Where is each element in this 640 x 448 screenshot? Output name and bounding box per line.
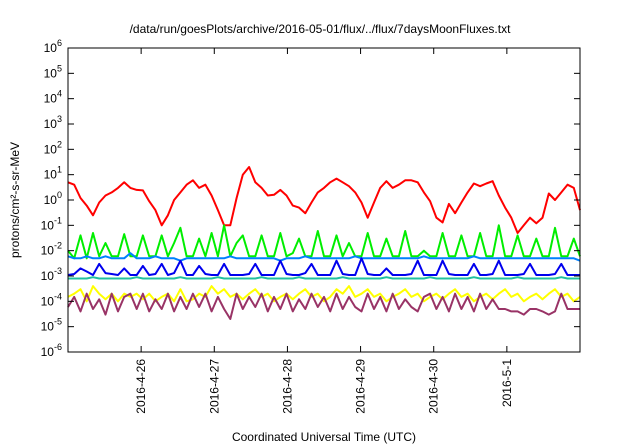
y-tick-label: 100 <box>44 190 62 207</box>
chart-title: /data/run/goesPlots/archive/2016-05-01/f… <box>129 22 511 36</box>
series-line-6 <box>67 292 580 320</box>
y-tick-label: 105 <box>44 63 62 80</box>
series-line-2 <box>67 252 581 262</box>
series-line-4 <box>68 276 580 280</box>
x-axis: 2016-4-26 2016-4-27 2016-4-28 2016-4-29 2016… <box>134 48 514 414</box>
series-line-5 <box>67 285 581 303</box>
series-line-1 <box>67 224 581 260</box>
y-tick-label: 10-1 <box>41 215 62 232</box>
y-tick-label: 106 <box>44 38 62 55</box>
x-tick-label: 2016-5-1 <box>500 359 514 407</box>
y-tick-label: 102 <box>44 139 62 156</box>
series-line-3 <box>67 257 580 276</box>
series-line-0 <box>67 166 581 234</box>
y-tick-label: 10-5 <box>41 317 62 334</box>
plot-frame <box>67 47 581 353</box>
y-tick-label: 104 <box>44 89 62 106</box>
x-axis-label: Coordinated Universal Time (UTC) <box>231 430 417 444</box>
y-axis: 10-6 10-5 10-4 10-3 10-2 10-1 100 101 102 103 104 1… <box>41 38 580 359</box>
x-tick-label: 2016-4-28 <box>280 359 294 414</box>
y-tick-label: 10-6 <box>41 342 62 359</box>
y-tick-label: 10-2 <box>41 241 62 258</box>
y-tick-label: 10-4 <box>41 291 62 308</box>
x-tick-label: 2016-4-29 <box>354 359 368 414</box>
y-tick-label: 10-3 <box>41 266 62 283</box>
x-tick-label: 2016-4-26 <box>134 359 148 414</box>
y-tick-label: 103 <box>44 114 62 131</box>
x-tick-label: 2016-4-30 <box>427 359 441 414</box>
y-tick-label: 101 <box>44 165 62 182</box>
x-tick-label: 2016-4-27 <box>207 359 221 414</box>
series-layer <box>67 166 581 320</box>
